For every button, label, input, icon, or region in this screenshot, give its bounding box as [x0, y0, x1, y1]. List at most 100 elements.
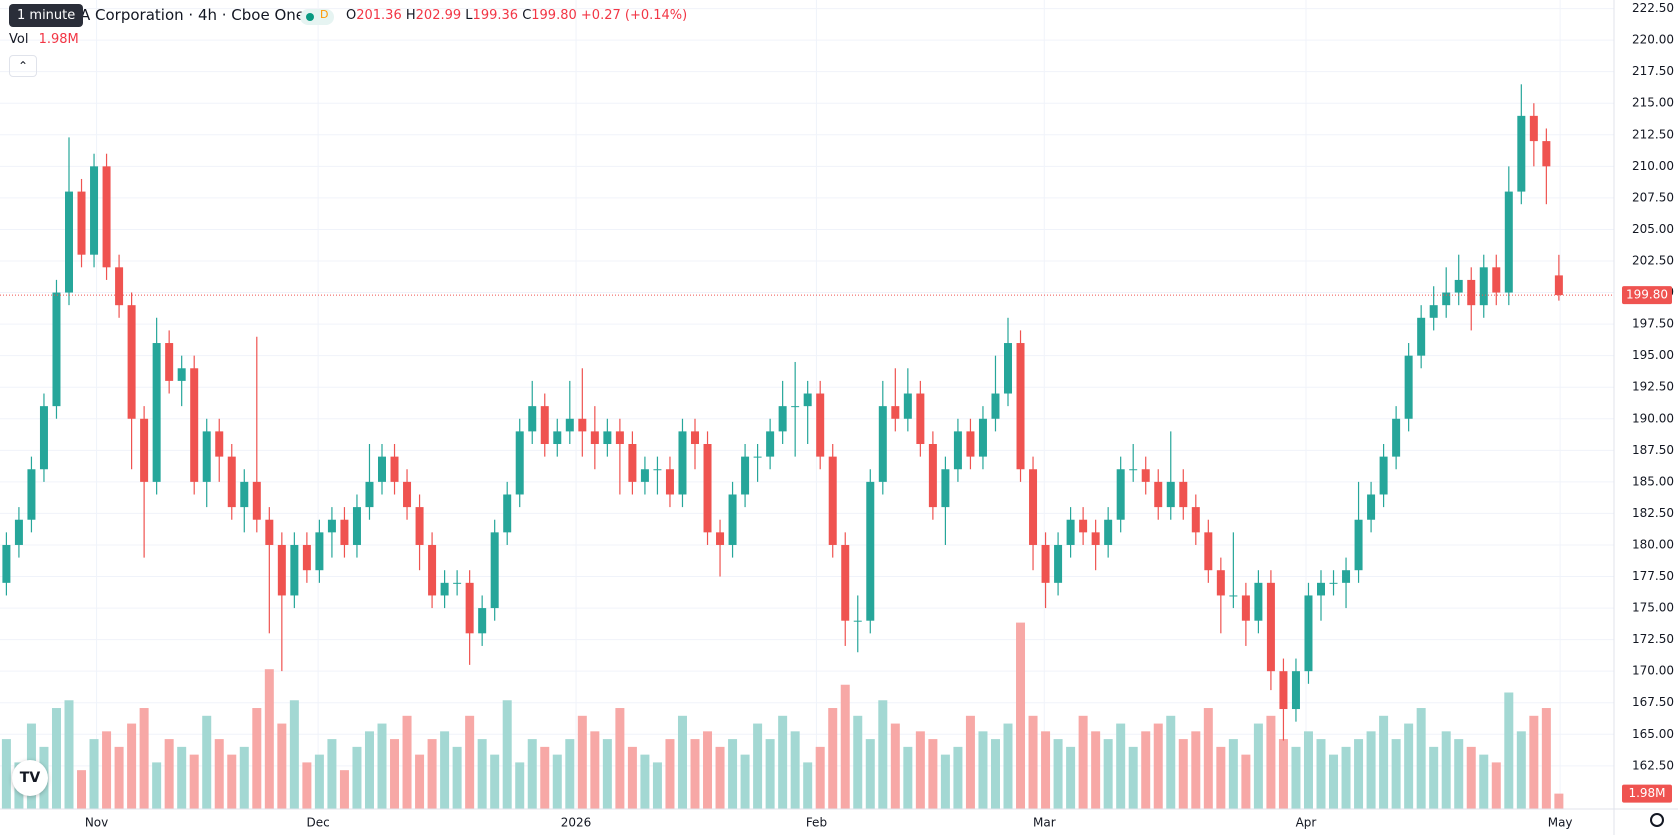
- volume-bar: [1341, 746, 1351, 809]
- volume-bar: [452, 746, 462, 809]
- volume-bar: [840, 684, 850, 809]
- candle-body: [1467, 279, 1476, 306]
- y-tick-label: 190.00: [1632, 411, 1674, 425]
- volume-bar: [665, 739, 675, 809]
- volume-bar: [89, 739, 99, 809]
- candle-body: [1279, 671, 1288, 710]
- candle-body: [803, 393, 812, 407]
- candle-body: [728, 494, 737, 545]
- candle-body: [565, 418, 574, 432]
- y-tick-label: 202.50: [1632, 254, 1674, 268]
- candle-body: [177, 368, 186, 381]
- candle-body: [1029, 469, 1038, 545]
- volume-bar: [627, 746, 637, 809]
- candle-body: [665, 469, 674, 495]
- candle-body: [403, 481, 412, 508]
- candle-body: [390, 456, 399, 482]
- volume-bar: [352, 746, 362, 809]
- volume-bar: [1554, 793, 1564, 809]
- volume-bar: [1541, 708, 1551, 809]
- candle-body: [190, 368, 199, 482]
- candle-body: [528, 406, 537, 432]
- volume-bar: [915, 731, 925, 809]
- volume-bar: [1103, 739, 1113, 809]
- volume-bar: [815, 746, 825, 809]
- candle-body: [590, 431, 599, 445]
- volume-bar: [865, 739, 875, 809]
- candle-body: [878, 406, 887, 482]
- volume-bar: [239, 746, 249, 809]
- volume-bar: [214, 739, 224, 809]
- legend-key: L: [465, 8, 473, 23]
- chart-title[interactable]: A Corporation · 4h · Cboe One: [80, 6, 306, 24]
- candle-body: [540, 406, 549, 445]
- candle-body: [240, 481, 249, 508]
- legend-key: C: [522, 8, 532, 23]
- candle-body: [1342, 570, 1351, 583]
- settings-button[interactable]: [1650, 813, 1664, 827]
- collapse-button[interactable]: ⌃: [9, 55, 37, 77]
- volume-bar: [1491, 762, 1501, 809]
- volume-bar: [615, 708, 625, 809]
- x-tick-label: Nov: [85, 816, 108, 830]
- candle-body: [415, 507, 424, 545]
- candle-body: [327, 519, 336, 533]
- y-tick-label: 205.00: [1632, 222, 1674, 236]
- candle-body: [1291, 671, 1300, 710]
- candle-body: [52, 292, 61, 407]
- volume-bar: [1216, 746, 1226, 809]
- volume-bar: [1291, 746, 1301, 809]
- candle-body: [1266, 582, 1275, 672]
- candle-body: [490, 532, 499, 609]
- candle-body: [766, 431, 775, 457]
- candle-body: [1141, 469, 1150, 482]
- candle-body: [140, 418, 149, 482]
- volume-bar: [252, 708, 262, 809]
- volume-bar: [1416, 708, 1426, 809]
- volume-bar: [652, 762, 662, 809]
- candles: [2, 84, 1563, 741]
- y-tick-label: 215.00: [1632, 96, 1674, 110]
- candle-body: [841, 544, 850, 621]
- volume-tag: [1622, 784, 1672, 803]
- candle-body: [1542, 141, 1551, 167]
- candle-body: [440, 582, 449, 596]
- volume-bar: [327, 739, 337, 809]
- candle-body: [1479, 267, 1488, 306]
- volume-bar: [277, 723, 287, 809]
- candle-body: [1504, 191, 1513, 293]
- tooltip: 1 minute: [9, 4, 84, 27]
- ohlc-legend: O201.36 H202.99 L199.36 C199.80 +0.27 (+…: [346, 8, 687, 23]
- volume-bar: [1016, 622, 1026, 809]
- candle-body: [503, 494, 512, 533]
- volume-bar: [427, 739, 437, 809]
- candle-body: [77, 191, 86, 255]
- candle-body: [1004, 343, 1012, 394]
- candle-body: [1179, 481, 1188, 508]
- volume-bar: [1379, 715, 1389, 809]
- candle-body: [753, 456, 762, 458]
- volume-bar: [202, 715, 212, 809]
- volume-bar: [978, 731, 988, 809]
- volume-bar: [1141, 731, 1151, 809]
- candle-body: [1304, 595, 1313, 672]
- candle-body: [265, 519, 274, 545]
- volume-title: Vol: [9, 32, 29, 47]
- candle-body: [866, 481, 875, 621]
- candle-body: [465, 582, 474, 634]
- volume-bar: [690, 739, 700, 809]
- candle-body: [1016, 343, 1025, 470]
- volume-bar: [1166, 715, 1176, 809]
- logo[interactable]: TV: [12, 760, 48, 796]
- volume-bar: [477, 739, 487, 809]
- candle-body: [1529, 115, 1538, 142]
- x-tick-label: Feb: [806, 816, 827, 830]
- y-tick-label: 212.50: [1632, 127, 1674, 141]
- candle-body: [1367, 494, 1376, 520]
- volume-bar: [602, 739, 612, 809]
- candle-body: [1191, 507, 1200, 533]
- volume-bar: [1253, 723, 1263, 809]
- candle-body: [340, 519, 349, 545]
- volume-bar: [1028, 715, 1038, 809]
- volume-bar: [390, 739, 400, 809]
